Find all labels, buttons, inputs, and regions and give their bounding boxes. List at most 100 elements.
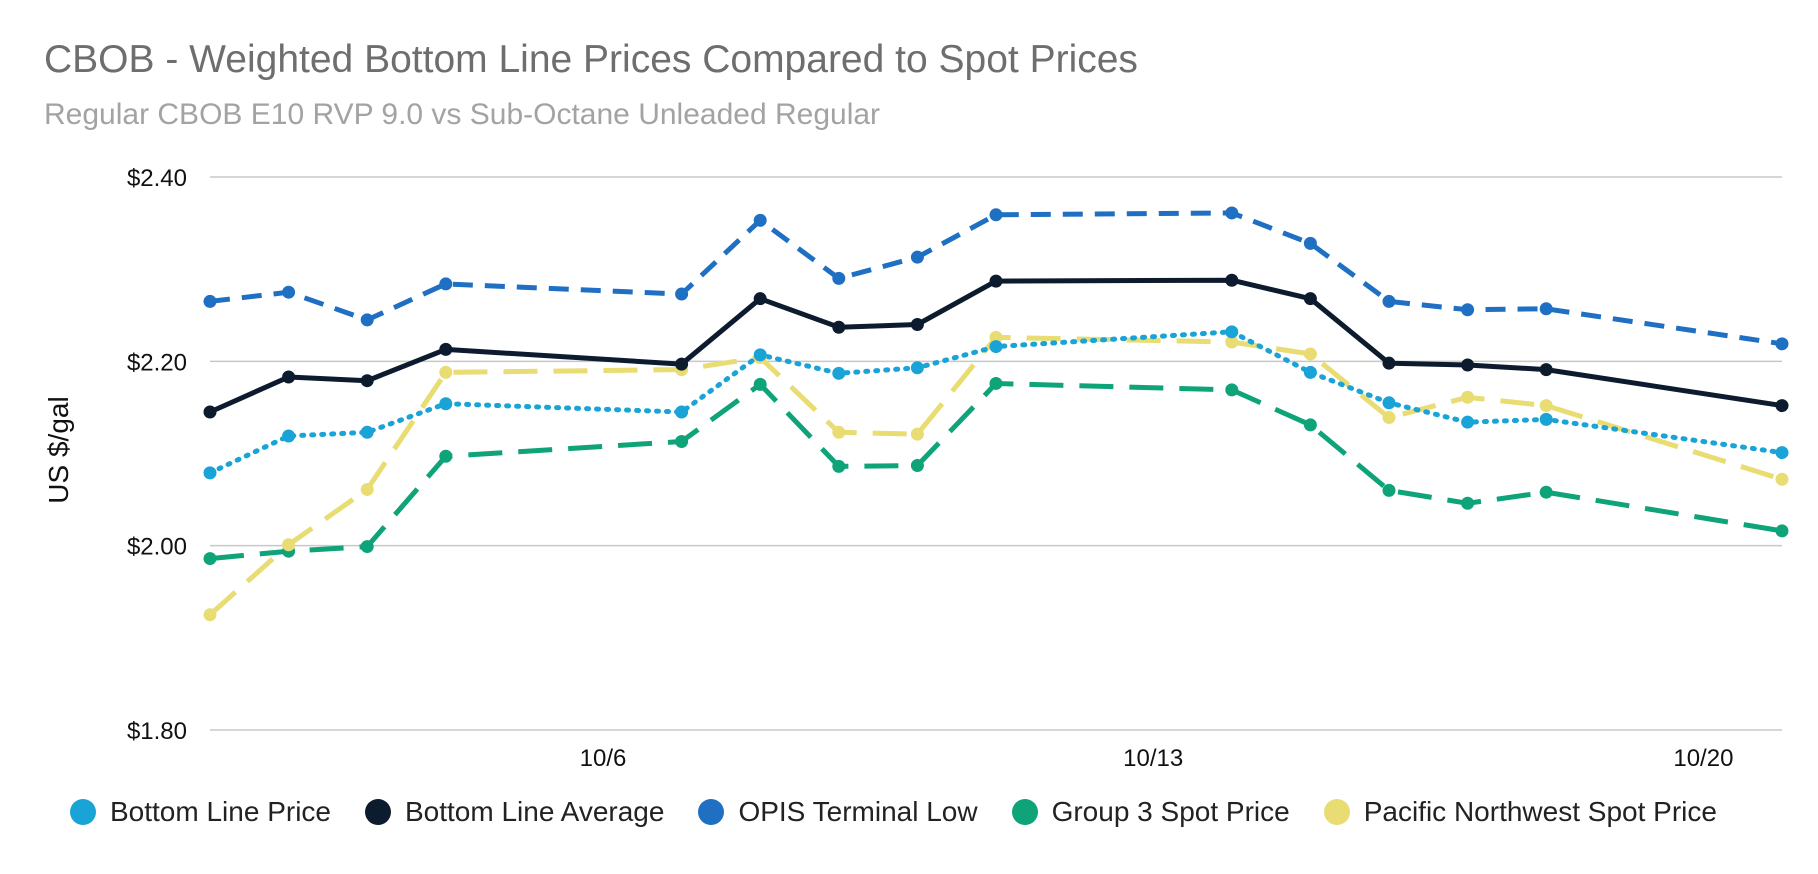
data-point-bottom-line-price: [439, 397, 453, 411]
legend-marker-icon: [365, 799, 391, 825]
legend-label: Pacific Northwest Spot Price: [1363, 796, 1717, 827]
x-tick-label: 10/13: [1123, 745, 1183, 772]
legend-item-bottom-line-average: Bottom Line Average: [365, 796, 664, 828]
legend-item-pacific-northwest-spot-price: Pacific Northwest Spot Price: [1323, 796, 1717, 828]
data-point-pacific-northwest-spot-price: [910, 427, 924, 441]
data-point-group-3-spot-price: [910, 458, 924, 472]
data-point-group-3-spot-price: [1775, 524, 1789, 538]
data-point-pacific-northwest-spot-price: [360, 482, 374, 496]
data-point-pacific-northwest-spot-price: [282, 538, 296, 552]
y-tick-label: $1.80: [127, 718, 187, 745]
data-point-bottom-line-price: [1775, 446, 1789, 460]
data-point-group-3-spot-price: [832, 459, 846, 473]
data-point-bottom-line-price: [910, 361, 924, 375]
data-point-opis-terminal-low: [1225, 206, 1239, 220]
data-point-bottom-line-average: [1225, 273, 1239, 287]
data-point-bottom-line-price: [360, 425, 374, 439]
data-point-bottom-line-average: [282, 370, 296, 384]
data-point-group-3-spot-price: [1382, 483, 1396, 497]
data-point-bottom-line-price: [282, 429, 296, 443]
legend-item-group-3-spot-price: Group 3 Spot Price: [1011, 796, 1290, 828]
data-point-opis-terminal-low: [832, 271, 846, 285]
data-point-group-3-spot-price: [1539, 485, 1553, 499]
legend-label: Bottom Line Average: [405, 796, 665, 827]
data-point-pacific-northwest-spot-price: [1382, 411, 1396, 425]
data-point-bottom-line-average: [675, 357, 689, 371]
data-point-bottom-line-average: [360, 374, 374, 388]
data-point-group-3-spot-price: [1225, 383, 1239, 397]
data-point-opis-terminal-low: [989, 208, 1003, 222]
data-point-bottom-line-price: [1539, 412, 1553, 426]
data-point-group-3-spot-price: [989, 376, 1003, 390]
data-point-bottom-line-price: [675, 405, 689, 419]
grid-lines: [210, 176, 1782, 731]
data-point-bottom-line-price: [203, 466, 217, 480]
data-point-opis-terminal-low: [1461, 303, 1475, 317]
data-point-opis-terminal-low: [1303, 236, 1317, 250]
data-point-bottom-line-average: [203, 405, 217, 419]
data-point-pacific-northwest-spot-price: [989, 330, 1003, 344]
data-point-bottom-line-average: [910, 317, 924, 331]
x-axis-ticks: 10/6 10/13 10/20: [580, 745, 1734, 772]
legend-label: Group 3 Spot Price: [1051, 796, 1290, 827]
y-axis-ticks: $1.80 $2.00 $2.20 $2.40: [127, 165, 187, 745]
data-point-pacific-northwest-spot-price: [1225, 335, 1239, 349]
data-point-bottom-line-price: [753, 348, 767, 362]
data-point-group-3-spot-price: [753, 377, 767, 391]
y-axis-label: US $/gal: [43, 396, 74, 503]
data-point-opis-terminal-low: [1775, 337, 1789, 351]
data-point-pacific-northwest-spot-price: [439, 365, 453, 379]
data-point-opis-terminal-low: [360, 313, 374, 327]
data-point-bottom-line-average: [1539, 363, 1553, 377]
data-point-opis-terminal-low: [203, 294, 217, 308]
data-point-bottom-line-price: [1225, 325, 1239, 339]
data-point-bottom-line-price: [989, 340, 1003, 354]
data-point-bottom-line-average: [1382, 356, 1396, 370]
data-point-pacific-northwest-spot-price: [1303, 347, 1317, 361]
legend-item-bottom-line-price: Bottom Line Price: [70, 796, 331, 828]
legend-marker-icon: [1011, 799, 1038, 825]
data-point-group-3-spot-price: [1461, 496, 1475, 510]
legend-marker-icon: [698, 799, 725, 825]
data-point-group-3-spot-price: [203, 552, 217, 566]
data-point-opis-terminal-low: [439, 277, 453, 291]
data-point-bottom-line-price: [1461, 415, 1475, 429]
data-point-bottom-line-average: [1775, 399, 1789, 413]
series-points: [203, 206, 1789, 622]
legend-label: Bottom Line Price: [110, 796, 331, 827]
data-point-pacific-northwest-spot-price: [1461, 390, 1475, 404]
data-point-bottom-line-average: [832, 320, 846, 334]
data-point-opis-terminal-low: [675, 287, 689, 301]
chart-title: CBOB - Weighted Bottom Line Prices Compa…: [44, 38, 1138, 81]
x-tick-label: 10/6: [580, 745, 627, 772]
data-point-bottom-line-average: [1461, 358, 1475, 372]
data-point-group-3-spot-price: [1303, 418, 1317, 432]
x-tick-label: 10/20: [1673, 745, 1733, 772]
data-point-pacific-northwest-spot-price: [1775, 472, 1789, 486]
data-point-bottom-line-average: [1303, 292, 1317, 306]
data-point-opis-terminal-low: [1382, 294, 1396, 308]
data-point-bottom-line-price: [832, 366, 846, 380]
data-point-bottom-line-price: [1382, 396, 1396, 410]
data-point-opis-terminal-low: [282, 285, 296, 299]
data-point-opis-terminal-low: [1539, 302, 1553, 316]
data-point-group-3-spot-price: [439, 449, 453, 463]
legend-item-opis-terminal-low: OPIS Terminal Low: [698, 796, 978, 828]
data-point-opis-terminal-low: [910, 250, 924, 264]
y-tick-label: $2.40: [127, 165, 187, 192]
chart-legend: Bottom Line Price Bottom Line Average OPIS…: [70, 796, 1751, 828]
data-point-pacific-northwest-spot-price: [203, 608, 217, 622]
chart-subtitle: Regular CBOB E10 RVP 9.0 vs Sub-Octane U…: [44, 98, 881, 131]
legend-marker-icon: [70, 799, 96, 825]
y-tick-label: $2.20: [127, 349, 187, 376]
data-point-opis-terminal-low: [753, 213, 767, 227]
data-point-group-3-spot-price: [675, 435, 689, 449]
data-point-pacific-northwest-spot-price: [1539, 399, 1553, 413]
data-point-group-3-spot-price: [360, 540, 374, 554]
data-point-bottom-line-average: [439, 342, 453, 356]
y-tick-label: $2.00: [127, 534, 187, 561]
legend-label: OPIS Terminal Low: [738, 796, 978, 827]
legend-marker-icon: [1323, 799, 1350, 825]
data-point-bottom-line-average: [753, 292, 767, 306]
